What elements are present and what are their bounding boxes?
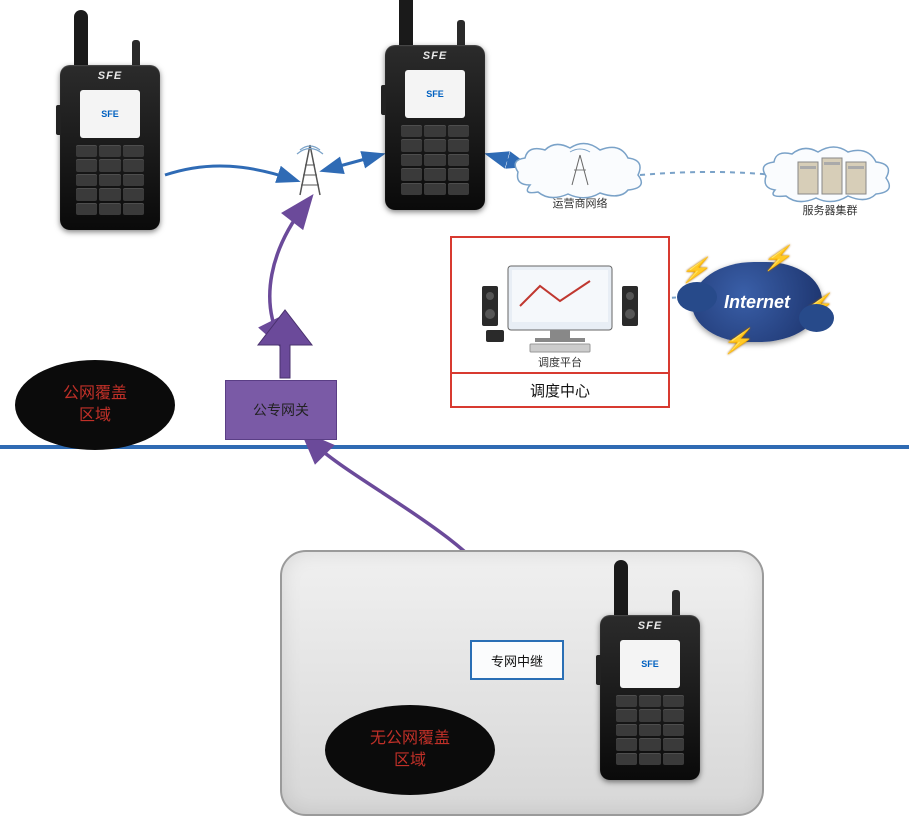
dispatch-platform-label: 调度平台 (480, 354, 640, 370)
repeater-label: 专网中继 (491, 651, 543, 670)
dispatch-center-label: 调度中心 (452, 372, 668, 406)
gateway-label: 公专网关 (253, 400, 309, 420)
dispatch-center-box: 调度平台 调度中心 (450, 236, 670, 408)
radio-brand-label: SFE (385, 50, 485, 62)
server-cluster-cloud: 服务器集群 (760, 140, 900, 220)
radio-top-left: SFE SFE (60, 10, 160, 230)
radio-screen-logo: SFE (405, 70, 465, 118)
radio-bottom: SFE SFE (600, 560, 700, 780)
public-coverage-oval: 公网覆盖 区域 (15, 360, 175, 450)
radio-keypad (401, 125, 469, 195)
radio-brand-label: SFE (60, 70, 160, 82)
internet-label: Internet (724, 292, 790, 313)
no-public-line1: 无公网覆盖 (370, 728, 450, 750)
radio-top-center: SFE SFE (385, 0, 485, 210)
radio-keypad (616, 695, 684, 765)
carrier-cloud-label: 运营商网络 (510, 195, 650, 211)
public-coverage-line2: 区域 (79, 405, 111, 427)
gateway-node: 公专网关 (225, 380, 337, 440)
public-coverage-line1: 公网覆盖 (63, 383, 127, 405)
radio-keypad (76, 145, 144, 215)
radio-screen-logo: SFE (80, 90, 140, 138)
server-cloud-label: 服务器集群 (760, 202, 900, 218)
dispatch-platform-graphic: 调度平台 (480, 256, 640, 356)
no-public-coverage-oval: 无公网覆盖 区域 (325, 705, 495, 795)
repeater-node: 专网中继 (470, 640, 564, 680)
base-station-tower (295, 140, 325, 200)
radio-screen-logo: SFE (620, 640, 680, 688)
divider-line (0, 445, 909, 449)
internet-cloud: Internet ⚡ ⚡ ⚡ ⚡ (692, 262, 822, 342)
radio-brand-label: SFE (600, 620, 700, 632)
carrier-network-cloud: 运营商网络 (510, 140, 650, 210)
diagram-canvas: 运营商网络 服务器集群 Internet ⚡ ⚡ ⚡ ⚡ (0, 0, 909, 829)
no-public-line2: 区域 (394, 750, 426, 772)
